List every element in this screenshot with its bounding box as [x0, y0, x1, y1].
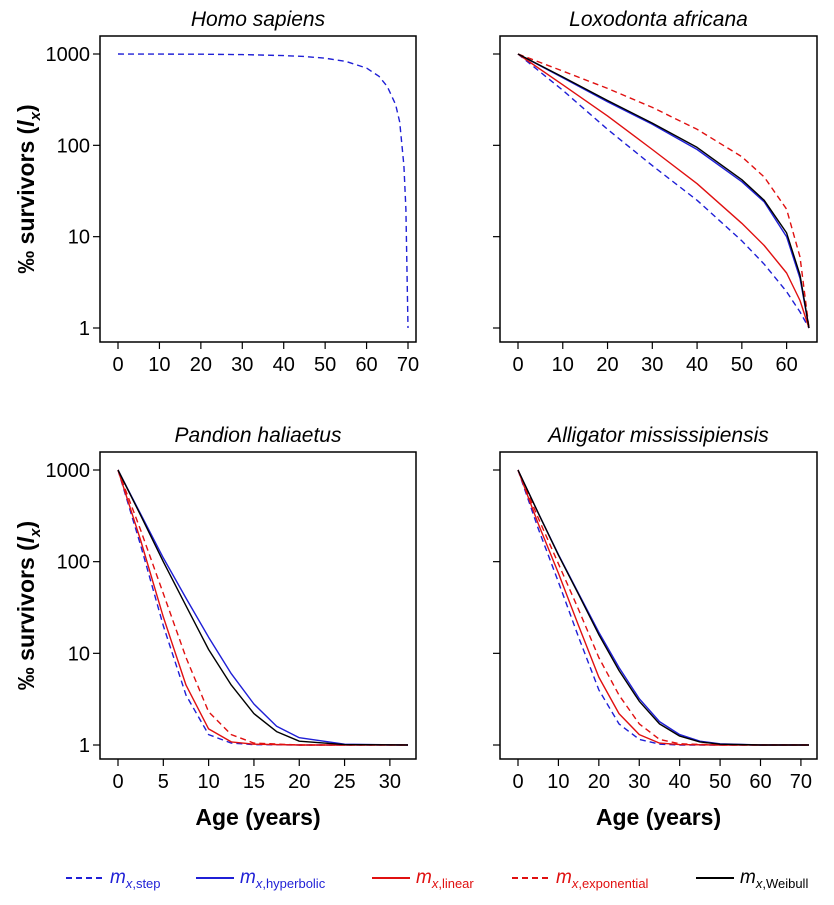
x-tick-label: 50: [731, 354, 753, 376]
series-line-hyperbolic: [517, 53, 810, 329]
legend-label: mx,step: [110, 867, 161, 891]
series-line-weibull: [517, 53, 810, 329]
x-tick-label: 30: [231, 354, 253, 376]
y-axis-label: ‰ survivors (lx): [13, 521, 44, 690]
legend-item-weibull: mx,Weibull: [696, 867, 808, 891]
y-tick-label: 100: [57, 552, 90, 574]
series-line-weibull: [117, 469, 409, 746]
legend-label: mx,linear: [416, 867, 474, 891]
x-tick-label: 50: [314, 354, 336, 376]
x-tick-label: 10: [148, 354, 170, 376]
panel-4: Alligator mississipiensis 0 10 20 30 40 50 60 70…: [493, 424, 818, 830]
panel-2: Loxodonta africana 0 10 20 30 40 50 60: [493, 8, 818, 376]
legend-label: mx,Weibull: [740, 867, 808, 891]
series-line-linear: [517, 53, 810, 329]
legend-item-linear: mx,linear: [372, 867, 474, 891]
x-tick-label: 5: [158, 771, 169, 793]
x-axis-label: Age (years): [195, 804, 320, 830]
x-tick-label: 0: [112, 771, 123, 793]
panel-3: Pandion haliaetus 1 10 100 1000 0 5 10 15 20 25 30 ‰…: [13, 424, 417, 830]
legend: mx,step mx,hyperbolic mx,linear mx,exponent…: [66, 867, 808, 891]
series-line-exponential: [517, 53, 810, 329]
y-tick-label: 1000: [46, 460, 91, 482]
legend-label: mx,hyperbolic: [240, 867, 326, 891]
x-tick-label: 25: [333, 771, 355, 793]
series-line-step: [117, 53, 409, 329]
legend-item-hyperbolic: mx,hyperbolic: [196, 867, 326, 891]
plot-frame: [99, 35, 417, 343]
x-tick-label: 20: [288, 771, 310, 793]
series-line-linear: [117, 469, 408, 746]
x-tick-label: 60: [355, 354, 377, 376]
x-tick-label: 30: [379, 771, 401, 793]
x-tick-label: 50: [709, 771, 731, 793]
x-tick-label: 40: [669, 771, 691, 793]
legend-item-exponential: mx,exponential: [512, 867, 649, 891]
x-axis-label: Age (years): [596, 804, 721, 830]
series-line-weibull: [517, 469, 809, 746]
x-tick-label: 0: [112, 354, 123, 376]
x-tick-label: 15: [243, 771, 265, 793]
plot-frame: [499, 451, 818, 760]
y-tick-label: 1: [79, 318, 90, 340]
y-tick-label: 1000: [46, 44, 91, 66]
x-tick-label: 0: [512, 771, 523, 793]
x-tick-label: 0: [512, 354, 523, 376]
series-line-step: [117, 469, 408, 746]
x-tick-label: 20: [190, 354, 212, 376]
panel-title: Pandion haliaetus: [175, 424, 342, 447]
series-line-hyperbolic: [117, 469, 409, 746]
y-tick-label: 10: [68, 227, 90, 249]
x-tick-label: 60: [775, 354, 797, 376]
x-tick-label: 10: [198, 771, 220, 793]
x-tick-label: 70: [397, 354, 419, 376]
x-tick-label: 60: [749, 771, 771, 793]
panel-title: Homo sapiens: [191, 8, 326, 31]
plot-frame: [99, 451, 417, 760]
series-line-step: [517, 53, 810, 329]
y-tick-label: 1: [79, 735, 90, 757]
series-line-exponential: [517, 469, 809, 746]
series-line-step: [517, 469, 809, 746]
panel-1: Homo sapiens 1 10 100 1000 0 10 20 30 40 50 60 70 ‰ s…: [13, 8, 419, 376]
y-tick-label: 100: [57, 135, 90, 157]
legend-item-step: mx,step: [66, 867, 161, 891]
series-line-hyperbolic: [517, 469, 809, 746]
panel-title: Loxodonta africana: [569, 8, 748, 31]
panel-title: Alligator mississipiensis: [546, 424, 769, 447]
x-tick-label: 20: [588, 771, 610, 793]
series-line-exponential: [117, 469, 408, 746]
y-axis-label: ‰ survivors (lx): [13, 104, 44, 273]
x-tick-label: 10: [547, 771, 569, 793]
legend-label: mx,exponential: [556, 867, 649, 891]
x-tick-label: 40: [686, 354, 708, 376]
x-tick-label: 70: [790, 771, 812, 793]
x-tick-label: 40: [273, 354, 295, 376]
plot-frame: [499, 35, 818, 343]
y-tick-label: 10: [68, 643, 90, 665]
x-tick-label: 10: [552, 354, 574, 376]
x-tick-label: 20: [596, 354, 618, 376]
series-line-linear: [517, 469, 809, 746]
x-tick-label: 30: [628, 771, 650, 793]
x-tick-label: 30: [641, 354, 663, 376]
